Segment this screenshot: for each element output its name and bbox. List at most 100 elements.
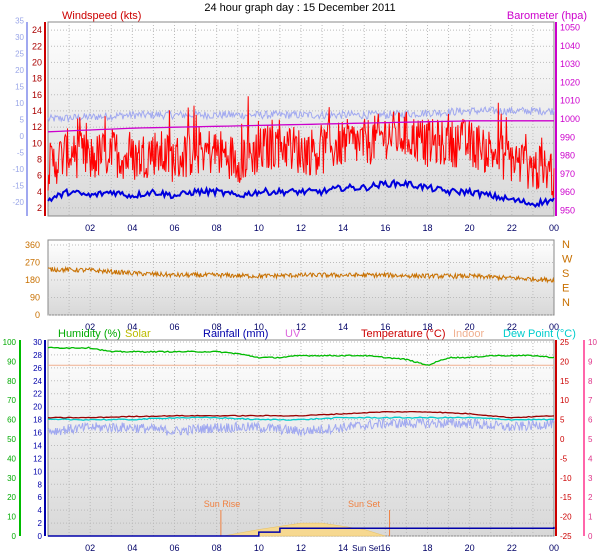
series-gust [47, 96, 555, 199]
x-tick-label: 04 [127, 543, 137, 553]
y-tick-outer: 5 [20, 116, 25, 125]
x-tick-label: 18 [422, 223, 432, 233]
y-tick-uv: 0 [588, 532, 593, 541]
x-tick-label: 00 [549, 322, 559, 332]
series-windchill [47, 106, 555, 124]
x-tick-label: 08 [212, 543, 222, 553]
y-tick-compass: W [562, 254, 573, 266]
y-tick-rain: 0 [38, 532, 43, 541]
y-tick-wind: 16 [32, 90, 42, 100]
legend-rainfall: Rainfall (mm) [203, 328, 268, 340]
y-tick-humidity: 10 [7, 513, 16, 522]
y-tick-temp: -5 [560, 454, 568, 463]
y-tick-wind: 22 [32, 41, 42, 51]
y-tick-uv: 8 [588, 377, 593, 386]
y-tick-wind: 8 [37, 154, 42, 164]
x-tick-label: 04 [127, 322, 137, 332]
y-tick-direction: 90 [30, 293, 40, 303]
y-tick-direction: 180 [25, 275, 40, 285]
y-tick-humidity: 30 [7, 474, 16, 483]
y-tick-uv: 1 [588, 513, 593, 522]
y-tick-temp: -15 [560, 493, 572, 502]
x-tick-label: 02 [85, 223, 95, 233]
x-tick-label: 06 [169, 223, 179, 233]
y-tick-outer: 20 [15, 66, 24, 75]
x-tick-label: 02 [85, 322, 95, 332]
legend-dewpoint: Dew Point (°C) [503, 328, 576, 340]
y-tick-compass: N [562, 239, 570, 251]
x-tick-label: 20 [465, 543, 475, 553]
x-tick-label: 16 [380, 322, 390, 332]
y-tick-uv: 5 [588, 435, 593, 444]
y-tick-uv: 4 [588, 454, 593, 463]
y-tick-rain: 24 [33, 377, 42, 386]
y-tick-baro: 960 [560, 187, 575, 197]
y-tick-humidity: 100 [3, 338, 17, 347]
y-tick-wind: 2 [37, 203, 42, 213]
y-tick-humidity: 80 [7, 377, 16, 386]
y-tick-uv: 6 [588, 416, 593, 425]
x-tick-label: 18 [422, 322, 432, 332]
y-tick-temp: 25 [560, 338, 569, 347]
y-tick-temp: 5 [560, 416, 565, 425]
x-tick-label: 14 [338, 322, 348, 332]
y-tick-compass: E [562, 283, 569, 295]
y-tick-direction: 270 [25, 258, 40, 268]
x-tick-label: 04 [127, 223, 137, 233]
y-tick-wind: 12 [32, 122, 42, 132]
y-tick-compass: N [562, 297, 570, 309]
y-tick-baro: 1020 [560, 77, 580, 87]
y-tick-rain: 4 [38, 506, 43, 515]
y-tick-outer: 25 [15, 50, 24, 59]
y-tick-outer: 35 [15, 17, 24, 26]
y-tick-temp: 15 [560, 377, 569, 386]
y-tick-outer: -10 [12, 165, 24, 174]
y-tick-outer: -5 [17, 149, 25, 158]
y-tick-humidity: 50 [7, 435, 16, 444]
x-tick-label: 22 [507, 543, 517, 553]
x-tick-label: 14 [338, 223, 348, 233]
y-tick-rain: 22 [33, 390, 42, 399]
legend-temperature: Temperature (°C) [361, 328, 445, 340]
series-dewpoint [48, 416, 555, 421]
x-tick-label: 00 [549, 223, 559, 233]
y-tick-rain: 18 [33, 416, 42, 425]
wind-panel [47, 21, 555, 217]
x-tick-label: 10 [254, 223, 264, 233]
y-tick-rain: 16 [33, 429, 42, 438]
y-tick-rain: 2 [38, 519, 43, 528]
y-tick-humidity: 0 [12, 532, 17, 541]
y-tick-wind: 18 [32, 74, 42, 84]
y-tick-temp: -25 [560, 532, 572, 541]
legend-humidity: Humidity (%) [58, 328, 121, 340]
y-tick-baro: 970 [560, 169, 575, 179]
baro-axis-label: Barometer (hpa) [507, 10, 587, 22]
legend-solar: Solar [125, 328, 151, 340]
series-windchill-temp [47, 417, 555, 437]
legend-indoor: Indoor [453, 328, 485, 340]
sun-rise-label: Sun Rise [204, 499, 241, 509]
y-tick-uv: 3 [588, 474, 593, 483]
y-tick-rain: 12 [33, 454, 42, 463]
series-rainfall [48, 526, 555, 537]
y-tick-temp: 10 [560, 396, 569, 405]
y-tick-rain: 26 [33, 364, 42, 373]
y-tick-wind: 4 [37, 187, 42, 197]
y-tick-rain: 20 [33, 403, 42, 412]
y-tick-direction: 0 [35, 310, 40, 320]
x-tick-label: Sun Set [352, 544, 381, 553]
x-tick-label: 12 [296, 322, 306, 332]
y-tick-outer: -20 [12, 198, 24, 207]
x-tick-label: 12 [296, 543, 306, 553]
y-tick-baro: 1040 [560, 41, 580, 51]
x-tick-label: 14 [338, 543, 348, 553]
x-tick-label: 10 [254, 322, 264, 332]
y-tick-outer: 30 [15, 33, 24, 42]
x-tick-label: 20 [465, 322, 475, 332]
temp-panel [47, 339, 555, 537]
y-tick-humidity: 70 [7, 396, 16, 405]
y-tick-uv: 10 [588, 338, 597, 347]
x-tick-label: 22 [507, 223, 517, 233]
x-tick-label: 20 [465, 223, 475, 233]
y-tick-rain: 30 [33, 338, 42, 347]
